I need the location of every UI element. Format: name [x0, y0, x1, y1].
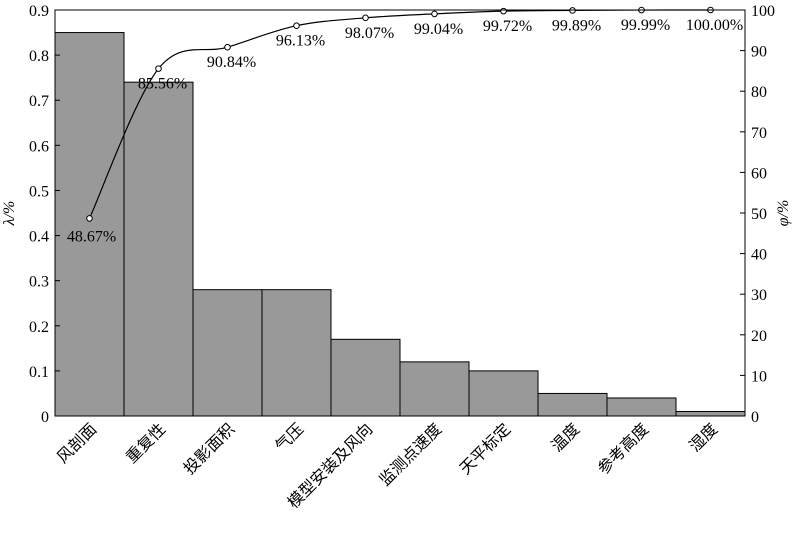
- line-marker: [293, 22, 300, 30]
- x-tick-label: 湿度: [686, 420, 721, 455]
- line-marker: [86, 215, 93, 222]
- y2-tick-label: 100: [751, 3, 775, 20]
- x-tick-label: 参考高度: [594, 420, 652, 478]
- y-tick-label: 0.1: [29, 364, 49, 381]
- data-label: 90.84%: [207, 54, 256, 71]
- x-tick-label: 气压: [272, 420, 307, 455]
- data-label: 85.56%: [138, 76, 187, 93]
- y-tick-label: 0.9: [29, 3, 49, 20]
- y-tick-label: 0.6: [29, 138, 49, 155]
- y-tick-label: 0.4: [29, 229, 49, 246]
- data-label: 99.04%: [414, 21, 463, 38]
- y2-tick-label: 70: [751, 125, 767, 142]
- data-label: 96.13%: [276, 33, 325, 50]
- bar: [330, 338, 401, 417]
- bar: [606, 397, 677, 417]
- y2-tick-label: 30: [751, 287, 767, 304]
- data-label: 98.07%: [345, 25, 394, 42]
- line-marker: [155, 65, 162, 72]
- y2-tick-label: 90: [751, 44, 767, 61]
- bar: [261, 289, 332, 417]
- y-tick-label: 0.7: [29, 93, 49, 110]
- y-tick-label: 0: [41, 409, 49, 426]
- line-marker: [500, 7, 507, 15]
- y2-tick-label: 0: [751, 409, 759, 426]
- y-tick-label: 0.8: [29, 48, 49, 65]
- data-label: 100.00%: [686, 17, 743, 34]
- bar: [192, 289, 263, 417]
- data-label: 99.89%: [552, 17, 601, 34]
- y-tick-label: 0.5: [29, 183, 49, 200]
- y2-tick-label: 20: [751, 328, 767, 345]
- y2-tick-label: 60: [751, 165, 767, 182]
- bar: [537, 392, 608, 417]
- y2-tick-label: 10: [751, 368, 767, 385]
- x-tick-label: 风剖面: [54, 420, 101, 467]
- x-tick-label: 温度: [548, 420, 583, 455]
- y2-tick-label: 50: [751, 206, 767, 223]
- bar: [468, 370, 539, 417]
- bar: [399, 361, 470, 417]
- line-marker: [224, 43, 231, 51]
- y2-tick-label: 80: [751, 84, 767, 101]
- line-marker: [431, 10, 438, 18]
- x-tick-label: 投影面积: [180, 420, 238, 478]
- bar: [675, 410, 746, 417]
- y2-axis-label: φ/%: [775, 200, 792, 227]
- bar: [54, 32, 125, 417]
- y-tick-label: 0.3: [29, 274, 49, 291]
- x-tick-label: 天平标定: [456, 420, 514, 478]
- data-label: 99.99%: [621, 17, 670, 34]
- y2-tick-label: 40: [751, 247, 767, 264]
- data-label: 48.67%: [67, 228, 116, 245]
- x-tick-label: 监测点速度: [376, 420, 445, 489]
- y-axis-label: λ/%: [1, 201, 18, 227]
- line-marker: [362, 14, 369, 22]
- data-label: 99.72%: [483, 18, 532, 35]
- x-tick-label: 重复性: [123, 420, 170, 467]
- y-tick-label: 0.2: [29, 319, 49, 336]
- bar: [123, 81, 194, 417]
